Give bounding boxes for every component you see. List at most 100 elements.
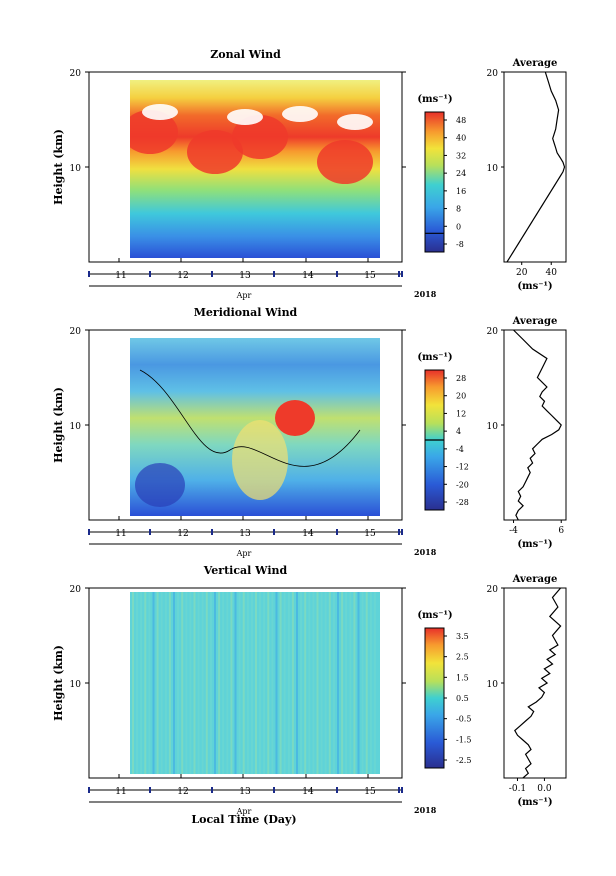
colorbar-tick-label: 28 (456, 374, 466, 383)
colorbar-tick-label: 8 (456, 205, 461, 214)
x-tick-label: 13 (239, 787, 251, 797)
y-tick-label: 20 (70, 327, 82, 337)
colorbar-unit: (ms⁻¹) (417, 94, 452, 105)
colorbar-tick-label: 0.5 (456, 694, 469, 703)
jet-core (232, 115, 288, 159)
profile-title: Average (512, 58, 558, 69)
x-tick-label: 15 (364, 529, 376, 539)
profile-line (513, 329, 562, 521)
zero-contour (139, 369, 361, 467)
colorbar-tick-label: 3.5 (456, 632, 469, 641)
x-tick-label: 12 (177, 271, 188, 281)
wind-region (232, 420, 288, 500)
profile-y-tick-label: 10 (487, 680, 499, 690)
jet-core (122, 110, 178, 154)
x-tick-label: 11 (115, 271, 126, 281)
vertical-stripe (357, 592, 360, 774)
vertical-stripe (353, 592, 356, 774)
vertical-stripe (275, 592, 278, 774)
vertical-stripe (300, 592, 303, 774)
jet-core (187, 130, 243, 174)
profile-frame (503, 329, 567, 521)
vertical-stripe (271, 592, 274, 774)
no-data-area (90, 73, 130, 261)
profile-y-tick-label: 20 (487, 69, 499, 79)
vertical-stripe (164, 592, 167, 774)
vertical-stripe (168, 592, 171, 774)
wind-region (135, 463, 185, 507)
y-tick-label: 10 (70, 680, 82, 690)
colorbar-tick-label: 2.5 (456, 653, 469, 662)
vertical-stripe (132, 592, 134, 774)
colorbar-tick-label: -2.5 (456, 756, 471, 765)
vertical-stripe (365, 592, 368, 774)
missing-data (227, 109, 263, 125)
x-tick-label: 14 (302, 529, 314, 539)
colorbar (424, 111, 445, 253)
vertical-stripe (287, 592, 290, 774)
profile-x-tick-label: 20 (516, 268, 528, 278)
profile-y-tick-label: 10 (487, 422, 499, 432)
profile-line (506, 71, 566, 263)
panel-title: Vertical Wind (203, 564, 288, 577)
vertical-stripe (205, 592, 208, 774)
vertical-stripe (279, 592, 282, 774)
y-tick-label: 10 (70, 164, 82, 174)
vertical-stripe (234, 592, 237, 774)
colorbar-unit: (ms⁻¹) (417, 610, 452, 621)
vertical-stripe (156, 592, 159, 774)
vertical-stripe (312, 592, 315, 774)
profile-y-tick-label: 20 (487, 585, 499, 595)
colorbar-tick-label: -1.5 (456, 735, 471, 744)
vertical-stripe (185, 592, 188, 774)
missing-data (282, 106, 318, 122)
vertical-stripe (308, 592, 311, 774)
y-axis-label: Height (km) (52, 387, 65, 463)
y-tick-label: 10 (70, 422, 82, 432)
vertical-stripe (177, 592, 180, 774)
profile-x-tick-label: -0.1 (509, 784, 526, 794)
vertical-stripe (341, 592, 344, 774)
vertical-stripe (373, 592, 376, 774)
colorbar-tick-label: 48 (456, 116, 466, 125)
vertical-stripe (181, 592, 184, 774)
profile-title: Average (512, 574, 558, 585)
vertical-stripe (337, 592, 339, 774)
vertical-stripe (222, 592, 225, 774)
vertical-stripe (324, 592, 327, 774)
vertical-stripe (345, 592, 348, 774)
x-tick-label: 12 (177, 787, 188, 797)
vertical-stripe (304, 592, 307, 774)
colorbar-unit: (ms⁻¹) (417, 352, 452, 363)
jet-core (317, 140, 373, 184)
colorbar-tick-label: 12 (456, 409, 466, 418)
x-tick-label: 13 (239, 529, 251, 539)
vertical-stripe (218, 592, 221, 774)
no-data-area (90, 331, 130, 519)
colorbar-tick-label: -20 (456, 480, 469, 489)
profile-frame (503, 587, 567, 779)
month-label: Apr (236, 807, 252, 816)
colorbar-tick-label: 0 (456, 222, 461, 231)
profile-x-tick-label: 0.0 (537, 784, 552, 794)
vertical-stripe (160, 592, 163, 774)
vertical-stripe (242, 592, 245, 774)
vertical-stripe (197, 592, 200, 774)
colorbar-tick-label: 40 (456, 134, 466, 143)
x-tick-label: 14 (302, 271, 314, 281)
year-label: 2018 (414, 547, 437, 557)
vertical-stripe (291, 592, 294, 774)
colorbar-tick-label: 20 (456, 392, 466, 401)
panel-3: Vertical Wind 20 10 Height (km) 11 12 13 14 15 Ap… (52, 564, 567, 816)
panel-1: Zonal Wind 20 10 Height (km) 11 12 13 14 15 Apr 20… (52, 48, 567, 300)
profile-y-tick-label: 20 (487, 327, 499, 337)
vertical-stripe (144, 592, 147, 774)
x-tick-label: 15 (364, 271, 376, 281)
vertical-stripe (201, 592, 204, 774)
vertical-stripe (246, 592, 249, 774)
vertical-stripe (328, 592, 331, 774)
vertical-stripe (255, 592, 257, 774)
panel-title: Zonal Wind (210, 48, 281, 61)
profile-y-tick-label: 10 (487, 164, 499, 174)
